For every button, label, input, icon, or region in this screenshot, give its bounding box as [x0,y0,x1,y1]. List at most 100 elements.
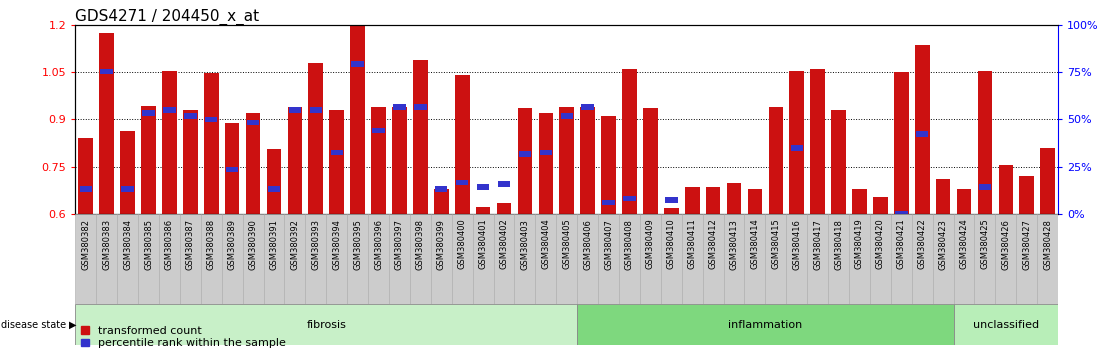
Text: GSM380419: GSM380419 [855,219,864,269]
Bar [392,107,407,214]
Bar [368,214,389,304]
Bar [556,214,577,304]
Bar [727,183,741,214]
Bar [995,214,1016,304]
Text: GSM380391: GSM380391 [269,219,278,269]
Text: GSM380406: GSM380406 [583,219,592,269]
Bar [660,214,681,304]
Bar [163,107,176,113]
Bar [184,114,196,119]
Bar [936,179,951,214]
Text: GSM380422: GSM380422 [917,219,926,269]
Bar [246,113,260,214]
Bar [577,304,954,345]
Bar [476,184,490,190]
Text: GSM380421: GSM380421 [896,219,906,269]
Bar [243,214,264,304]
Bar [431,214,452,304]
Text: ▶: ▶ [69,320,76,330]
Bar [308,63,324,214]
Text: GSM380390: GSM380390 [248,219,257,269]
Bar [538,113,553,214]
Text: GSM380402: GSM380402 [500,219,509,269]
Bar [978,184,992,190]
Bar [915,45,930,214]
Bar [142,110,155,116]
Bar [1019,176,1034,214]
Text: disease state: disease state [1,320,66,330]
Text: inflammation: inflammation [728,320,802,330]
Text: GSM380417: GSM380417 [813,219,822,269]
Bar [141,106,156,214]
Bar [493,214,514,304]
Bar [811,225,824,231]
Bar [183,110,197,214]
Bar [519,152,531,157]
Bar [748,189,762,214]
Bar [288,107,302,214]
Bar [640,214,660,304]
Bar [810,69,825,214]
Text: GSM380403: GSM380403 [521,219,530,269]
Bar [413,59,428,214]
Bar [117,214,138,304]
Text: GSM380400: GSM380400 [458,219,466,269]
Bar [724,214,745,304]
Text: GSM380407: GSM380407 [604,219,613,269]
Text: GSM380385: GSM380385 [144,219,153,270]
Text: GSM380382: GSM380382 [81,219,90,270]
Bar [664,208,678,214]
Bar [204,73,218,214]
Bar [456,180,469,185]
Bar [789,70,804,214]
Bar [473,214,493,304]
Bar [849,214,870,304]
Bar [122,186,134,192]
Bar [686,270,698,276]
Text: GSM380424: GSM380424 [960,219,968,269]
Bar [954,304,1058,345]
Bar [389,214,410,304]
Bar [933,214,954,304]
Bar [582,104,594,110]
Text: GSM380426: GSM380426 [1002,219,1010,269]
Text: GSM380384: GSM380384 [123,219,132,270]
Bar [268,186,280,192]
Bar [330,150,343,155]
Bar [999,305,1012,311]
Text: GSM380425: GSM380425 [981,219,989,269]
Bar [644,265,657,271]
Bar [560,107,574,214]
Bar [289,107,301,113]
Bar [535,214,556,304]
Bar [79,138,93,214]
Bar [790,145,803,151]
Bar [225,123,239,214]
Bar [138,214,158,304]
Text: GSM380397: GSM380397 [394,219,404,270]
Text: GSM380416: GSM380416 [792,219,801,269]
Bar [350,25,365,214]
Bar [517,108,532,214]
Bar [870,214,891,304]
Bar [912,214,933,304]
Text: GSM380410: GSM380410 [667,219,676,269]
Bar [329,110,345,214]
Bar [769,107,783,214]
Bar [770,280,782,286]
Text: GSM380412: GSM380412 [709,219,718,269]
Bar [998,165,1013,214]
Text: GSM380404: GSM380404 [542,219,551,269]
Bar [1042,339,1054,345]
Legend: transformed count, percentile rank within the sample: transformed count, percentile rank withi… [81,326,286,348]
Bar [685,187,699,214]
Bar [702,214,724,304]
Text: GSM380393: GSM380393 [311,219,320,270]
Bar [787,214,808,304]
Text: GSM380408: GSM380408 [625,219,634,269]
Bar [975,214,995,304]
Bar [80,186,92,192]
Text: GSM380394: GSM380394 [332,219,341,269]
Bar [707,270,719,276]
Bar [205,116,217,122]
